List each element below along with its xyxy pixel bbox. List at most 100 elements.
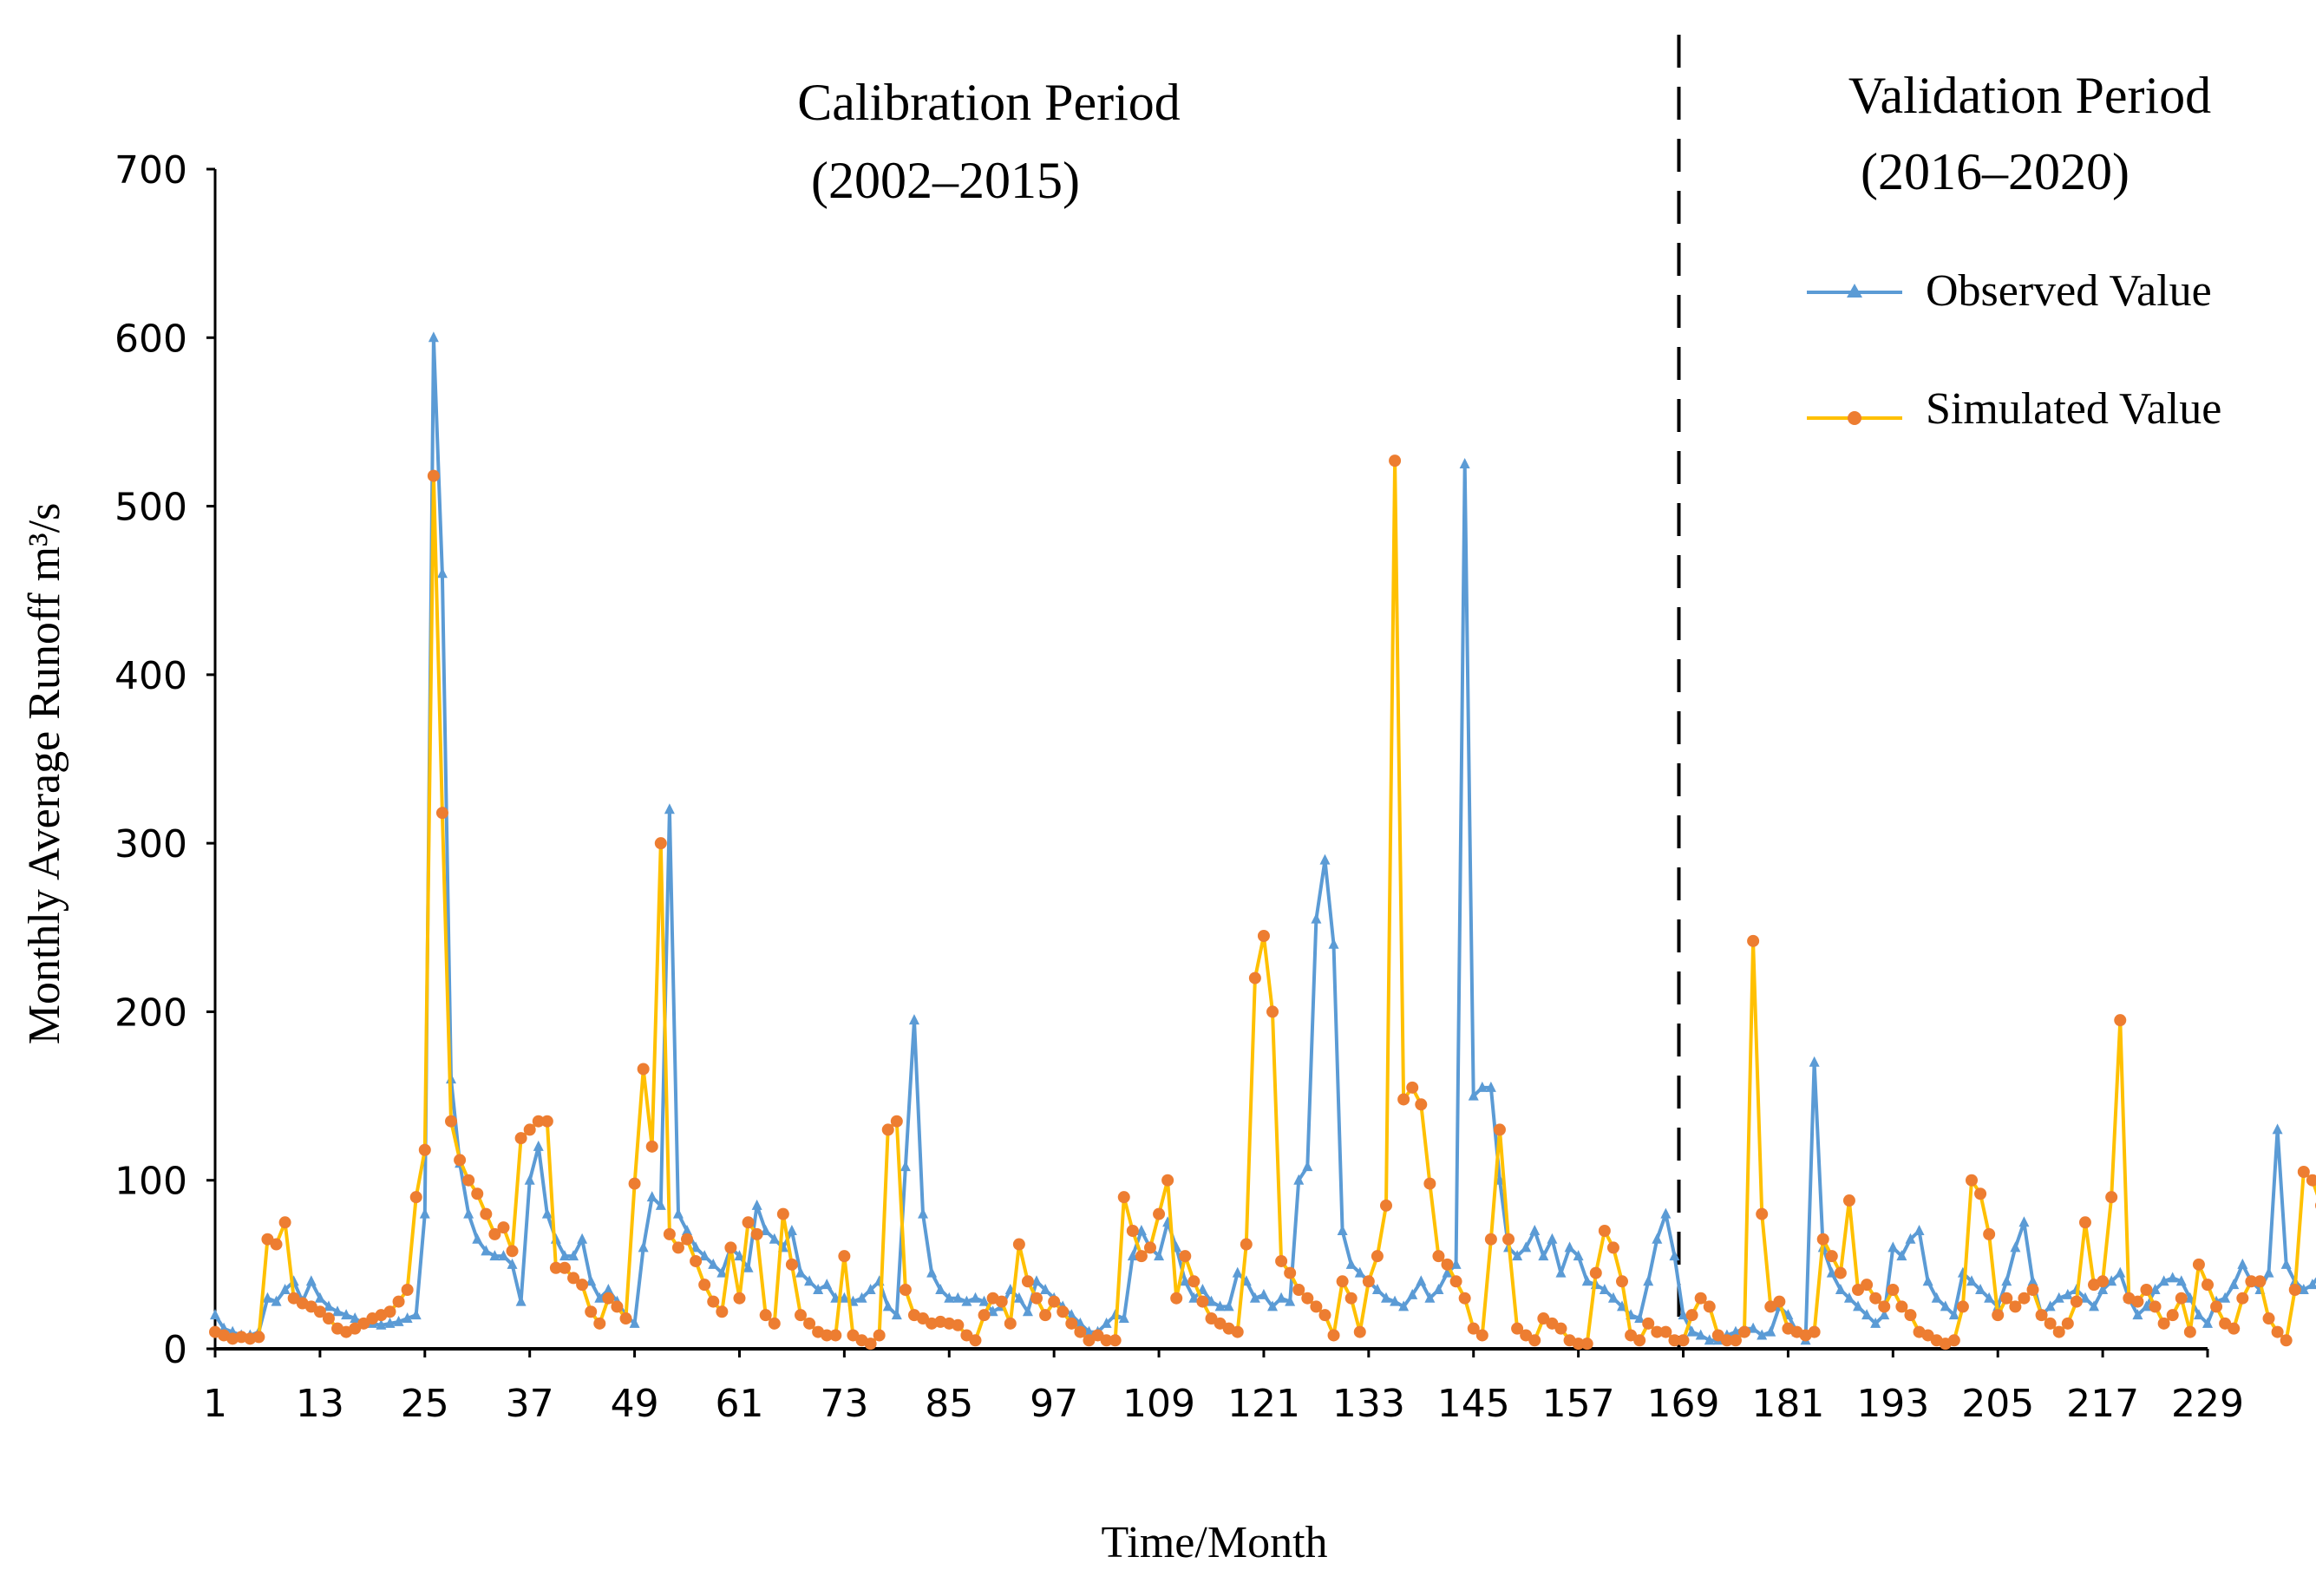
simulated-point — [829, 1329, 842, 1342]
simulated-point — [1030, 1292, 1044, 1305]
simulated-point — [401, 1284, 414, 1296]
observed-point — [1013, 1292, 1024, 1303]
simulated-point — [1048, 1295, 1061, 1308]
simulated-point — [645, 1140, 658, 1153]
observed-point — [1704, 1334, 1715, 1345]
simulated-point — [427, 469, 440, 482]
observed-point — [210, 1309, 220, 1320]
observed-point — [2053, 1292, 2064, 1303]
observed-point — [1547, 1233, 1558, 1244]
simulated-point — [462, 1174, 475, 1187]
x-axis-label: Time/Month — [1101, 1518, 1327, 1567]
observed-point — [1135, 1225, 1147, 1235]
simulated-point — [1275, 1254, 1288, 1267]
observed-point — [2141, 1300, 2152, 1311]
simulated-point — [1606, 1241, 1619, 1254]
simulated-point — [628, 1177, 641, 1190]
observed-point — [2149, 1284, 2161, 1294]
calibration-period-range: (2002–2015) — [811, 152, 1080, 209]
observed-point — [655, 1199, 666, 1210]
simulated-point — [1651, 1325, 1664, 1338]
observed-point — [1879, 1309, 1890, 1320]
simulated-point — [1642, 1317, 1655, 1330]
x-tick-label: 97 — [1030, 1382, 1078, 1426]
simulated-point — [1397, 1093, 1410, 1106]
simulated-point — [1756, 1207, 1769, 1220]
simulated-point — [637, 1063, 650, 1076]
observed-point — [1599, 1284, 1610, 1294]
simulated-point — [1187, 1275, 1201, 1288]
observed-point — [1407, 1288, 1418, 1299]
observed-point — [900, 1161, 911, 1172]
simulated-point — [2236, 1292, 2249, 1305]
validation-period-title: Validation Period — [1848, 67, 2211, 124]
x-tick-label: 49 — [611, 1382, 659, 1426]
simulated-point — [1685, 1309, 1698, 1322]
observed-point — [1669, 1250, 1680, 1261]
observed-point — [2193, 1309, 2204, 1320]
observed-point — [332, 1305, 343, 1317]
observed-point — [1118, 1312, 1129, 1324]
observed-point — [2132, 1309, 2143, 1320]
observed-point — [1345, 1258, 1357, 1269]
observed-point — [1223, 1300, 1234, 1311]
observed-point — [1249, 1292, 1260, 1303]
simulated-point — [1336, 1275, 1349, 1288]
observed-point — [944, 1292, 955, 1303]
simulated-point — [1738, 1325, 1751, 1338]
observed-point — [918, 1207, 929, 1219]
simulated-point — [1126, 1225, 1139, 1237]
y-tick-label: 200 — [114, 991, 187, 1035]
observed-point — [821, 1279, 833, 1290]
observed-point — [2280, 1258, 2292, 1269]
observed-point — [279, 1284, 291, 1294]
observed-point — [1371, 1284, 1383, 1294]
x-tick-label: 157 — [1542, 1382, 1615, 1426]
observed-point — [2115, 1266, 2126, 1278]
observed-point — [2089, 1300, 2100, 1311]
observed-point — [1730, 1325, 1741, 1337]
simulated-point — [252, 1331, 265, 1344]
observed-point — [1652, 1233, 1663, 1244]
simulated-point — [1808, 1325, 1821, 1338]
observed-point — [2298, 1284, 2309, 1294]
simulated-point — [1703, 1300, 1716, 1313]
observed-point — [2010, 1241, 2021, 1253]
observed-point — [1512, 1250, 1523, 1261]
simulated-point — [1947, 1334, 1960, 1347]
simulated-point — [969, 1334, 982, 1347]
simulated-point — [1677, 1334, 1690, 1347]
observed-point — [664, 803, 675, 814]
observed-point — [1896, 1250, 1907, 1261]
simulated-point — [1284, 1266, 1297, 1279]
legend-observed-marker — [1847, 284, 1862, 298]
plot-area — [209, 331, 2316, 1351]
observed-point — [638, 1241, 649, 1253]
simulated-point — [2114, 1014, 2127, 1027]
simulated-point — [1694, 1292, 1707, 1305]
simulated-point — [881, 1123, 894, 1136]
simulated-point — [1580, 1338, 1593, 1351]
observed-point — [2001, 1275, 2012, 1286]
observed-point — [1538, 1250, 1549, 1261]
observed-point — [305, 1275, 317, 1286]
simulated-point — [663, 1227, 676, 1240]
simulated-point — [1266, 1005, 1279, 1018]
observed-point — [402, 1312, 413, 1324]
observed-point — [2306, 1279, 2316, 1290]
simulated-point — [2192, 1258, 2205, 1271]
observed-point — [1390, 1295, 1401, 1306]
observed-point — [1424, 1292, 1436, 1303]
x-tick-label: 193 — [1856, 1382, 1929, 1426]
observed-point — [734, 1250, 745, 1261]
observed-point — [865, 1284, 876, 1294]
observed-point — [856, 1292, 867, 1303]
observed-point — [1031, 1275, 1043, 1286]
observed-point — [1459, 458, 1470, 468]
simulated-point — [1484, 1233, 1497, 1246]
observed-point — [795, 1266, 806, 1278]
simulated-point — [2097, 1275, 2110, 1288]
observed-point — [786, 1225, 797, 1235]
simulated-point — [1956, 1300, 1969, 1313]
x-tick-label: 109 — [1122, 1382, 1195, 1426]
